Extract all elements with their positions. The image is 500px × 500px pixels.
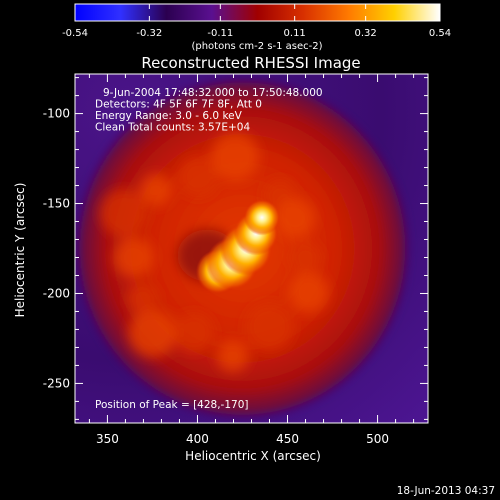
emission-blob [289, 241, 322, 274]
colorbar-tick-label: 0.54 [429, 28, 451, 39]
x-tick-label: 500 [366, 432, 389, 446]
heatmap-image [75, 74, 428, 423]
chart-title: Reconstructed RHESSI Image [141, 54, 360, 72]
x-tick-label: 350 [96, 432, 119, 446]
annotation-block: 9-Jun-2004 17:48:32.000 to 17:50:48.000D… [95, 87, 323, 134]
emission-blob [139, 174, 172, 207]
emission-blob [275, 198, 316, 239]
colorbar-tick-label: -0.54 [62, 28, 88, 39]
emission-blob [113, 237, 154, 278]
colorbar-tick-label: -0.11 [207, 28, 233, 39]
annotation-line: Clean Total counts: 3.57E+04 [95, 122, 250, 134]
x-axis-label: Heliocentric X (arcsec) [185, 449, 321, 463]
colorbar-unit-label: (photons cm-2 s-1 asec-2) [191, 41, 322, 52]
emission-blob [128, 309, 177, 358]
emission-ring [99, 132, 329, 373]
peak-blob [243, 199, 280, 236]
emission-blob [245, 302, 294, 351]
emission-blob [216, 340, 249, 373]
y-tick-label: -150 [43, 197, 70, 211]
y-axis: -100 -150 -200 -250 [43, 77, 428, 420]
annotation-line: Energy Range: 3.0 - 6.0 keV [95, 110, 243, 122]
annotation-line: Detectors: 4F 5F 6F 7F 8F, Att 0 [95, 99, 262, 111]
emission-blob [178, 156, 219, 197]
y-axis-label: Heliocentric Y (arcsec) [13, 183, 27, 318]
y-tick-label: -250 [43, 376, 70, 390]
colorbar-ticks: -0.54 -0.32 -0.11 0.11 0.32 0.54 [62, 4, 451, 39]
annotation-line: 9-Jun-2004 17:48:32.000 to 17:50:48.000 [103, 87, 323, 99]
x-tick-label: 450 [276, 432, 299, 446]
colorbar-unit-text: (photons cm-2 s-1 asec-2) [191, 41, 322, 52]
colorbar-tick-label: 0.11 [284, 28, 306, 39]
y-tick-label: -200 [43, 286, 70, 300]
emission-blob [99, 189, 148, 238]
emission-peak [195, 199, 280, 294]
x-tick-label: 400 [186, 432, 209, 446]
footer-timestamp: 18-Jun-2013 04:37 [397, 485, 495, 497]
colorbar [74, 3, 441, 22]
emission-blob [173, 312, 214, 353]
emission-blob [288, 272, 329, 313]
peak-position-label: Position of Peak = [428,-170] [95, 399, 249, 411]
colorbar-tick-label: -0.32 [136, 28, 162, 39]
colorbar-tick-label: 0.32 [355, 28, 377, 39]
emission-blob [211, 132, 260, 181]
x-axis: 350 400 450 500 [88, 74, 415, 446]
emission-blob [126, 282, 159, 315]
y-tick-label: -100 [43, 107, 70, 121]
